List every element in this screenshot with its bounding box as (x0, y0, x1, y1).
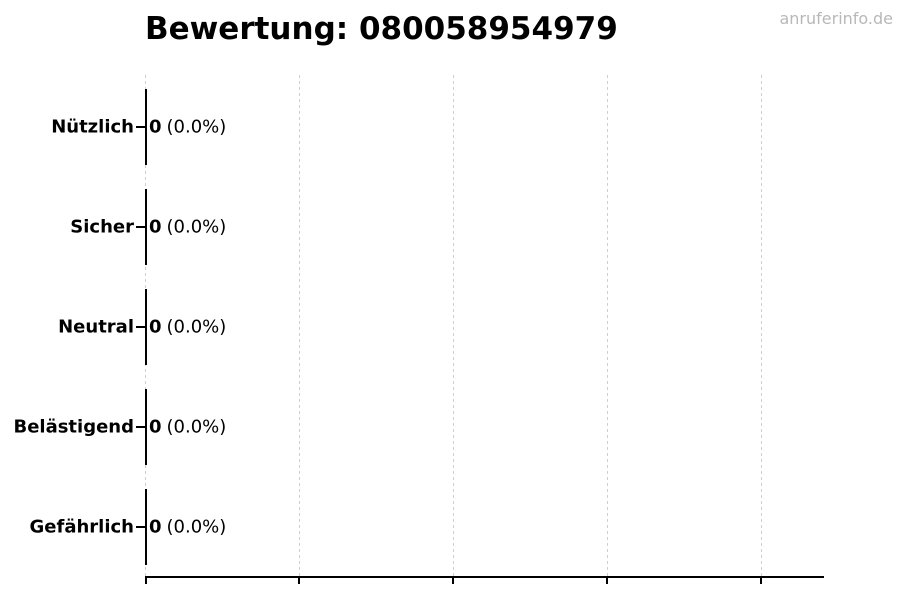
category-label: Nützlich (51, 116, 134, 138)
zero-bar (145, 489, 147, 565)
value-label: 0 (0.0%) (149, 217, 226, 238)
zero-bar (145, 89, 147, 165)
bar-row: Gefährlich 0 (0.0%) (0, 477, 900, 577)
category-label: Sicher (70, 216, 134, 238)
chart-title: Bewertung: 080058954979 (145, 11, 618, 47)
bar-row: Nützlich 0 (0.0%) (0, 77, 900, 177)
x-tick (606, 578, 608, 584)
bar-row: Belästigend 0 (0.0%) (0, 377, 900, 477)
gridline (761, 75, 762, 577)
category-label: Gefährlich (29, 516, 134, 538)
x-tick (452, 578, 454, 584)
value-label: 0 (0.0%) (149, 417, 226, 438)
y-tick (136, 326, 145, 328)
gridline (299, 75, 300, 577)
value-count: 0 (149, 116, 162, 138)
value-count: 0 (149, 516, 162, 538)
bar-row: Sicher 0 (0.0%) (0, 177, 900, 277)
bar-row: Neutral 0 (0.0%) (0, 277, 900, 377)
y-tick (136, 126, 145, 128)
zero-bar (145, 189, 147, 265)
value-count: 0 (149, 216, 162, 238)
zero-bar (145, 389, 147, 465)
value-percent: (0.0%) (166, 216, 227, 238)
x-tick (298, 578, 300, 584)
x-tick (760, 578, 762, 584)
value-percent: (0.0%) (166, 316, 227, 338)
value-label: 0 (0.0%) (149, 117, 226, 138)
category-label: Belästigend (13, 416, 134, 438)
gridline (607, 75, 608, 577)
y-tick (136, 426, 145, 428)
x-axis (145, 576, 824, 578)
value-count: 0 (149, 416, 162, 438)
gridline (453, 75, 454, 577)
zero-bar (145, 289, 147, 365)
y-tick (136, 226, 145, 228)
value-percent: (0.0%) (166, 416, 227, 438)
watermark: anruferinfo.de (779, 9, 893, 28)
value-label: 0 (0.0%) (149, 517, 226, 538)
category-label: Neutral (58, 316, 134, 338)
x-tick (145, 578, 147, 584)
value-percent: (0.0%) (166, 516, 227, 538)
value-percent: (0.0%) (166, 116, 227, 138)
y-tick (136, 526, 145, 528)
value-count: 0 (149, 316, 162, 338)
value-label: 0 (0.0%) (149, 317, 226, 338)
